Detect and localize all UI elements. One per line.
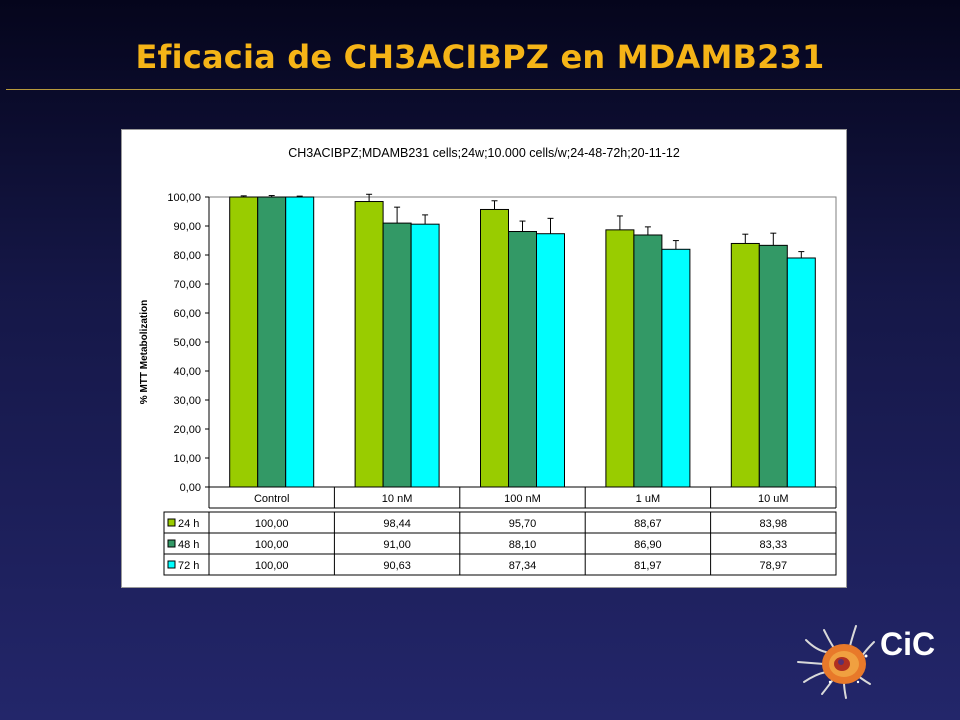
cic-logo: CiC	[786, 612, 956, 702]
y-tick-label: 100,00	[167, 192, 201, 204]
bar	[786, 257, 816, 488]
bar	[354, 201, 384, 488]
data-table-value: 81,97	[634, 560, 662, 572]
y-tick-label: 80,00	[173, 250, 201, 262]
y-axis-label: % MTT Metabolization	[139, 300, 150, 404]
chart-title: CH3ACIBPZ;MDAMB231 cells;24w;10.000 cell…	[288, 146, 680, 160]
y-tick-label: 0,00	[180, 482, 201, 494]
legend-label: 72 h	[178, 560, 199, 572]
data-table-value: 88,10	[509, 539, 537, 551]
x-category-label: 1 uM	[636, 493, 660, 505]
data-table-value: 100,00	[255, 518, 289, 530]
bar	[480, 208, 509, 488]
legend-swatch	[167, 539, 176, 548]
data-table-value: 90,63	[383, 560, 411, 572]
data-table-value: 98,44	[383, 518, 411, 530]
bar	[257, 196, 287, 488]
y-tick-label: 50,00	[173, 337, 201, 349]
data-table-value: 86,90	[634, 539, 662, 551]
bar	[285, 196, 315, 488]
data-table-value: 78,97	[760, 560, 788, 572]
bar	[758, 244, 788, 488]
data-table-value: 88,67	[634, 518, 662, 530]
x-category-label: Control	[254, 493, 289, 505]
y-tick-label: 90,00	[173, 221, 201, 233]
y-tick-label: 20,00	[173, 424, 201, 436]
data-table-value: 95,70	[509, 518, 537, 530]
data-table-value: 100,00	[255, 560, 289, 572]
x-category-label: 100 nM	[504, 493, 541, 505]
data-table-value: 91,00	[383, 539, 411, 551]
bar	[229, 196, 259, 488]
bar	[605, 229, 635, 488]
legend-label: 24 h	[178, 518, 199, 530]
bar	[410, 223, 440, 488]
title-divider	[6, 89, 960, 90]
bar	[508, 231, 537, 488]
chart-panel: CH3ACIBPZ;MDAMB231 cells;24w;10.000 cell…	[121, 129, 847, 588]
data-table-value: 83,33	[760, 539, 788, 551]
y-tick-label: 60,00	[173, 308, 201, 320]
data-table-value: 100,00	[255, 539, 289, 551]
x-category-label: 10 nM	[382, 493, 413, 505]
bar	[730, 242, 760, 488]
bar	[661, 248, 691, 488]
legend-label: 48 h	[178, 539, 199, 551]
logo-text: CiC	[880, 626, 935, 662]
data-table-value: 83,98	[760, 518, 788, 530]
y-tick-label: 70,00	[173, 279, 201, 291]
bar-chart: CH3ACIBPZ;MDAMB231 cells;24w;10.000 cell…	[139, 146, 837, 576]
legend-swatch	[167, 518, 176, 527]
slide-title: Eficacia de CH3ACIBPZ en MDAMB231	[135, 38, 825, 76]
bar	[382, 222, 412, 488]
y-tick-label: 30,00	[173, 395, 201, 407]
x-category-label: 10 uM	[758, 493, 789, 505]
bar	[633, 234, 663, 488]
bar	[536, 233, 565, 488]
legend-swatch	[167, 560, 176, 569]
y-tick-label: 40,00	[173, 366, 201, 378]
data-table-value: 87,34	[509, 560, 537, 572]
y-tick-label: 10,00	[173, 453, 201, 465]
cell-logo-icon: CiC	[797, 625, 935, 699]
